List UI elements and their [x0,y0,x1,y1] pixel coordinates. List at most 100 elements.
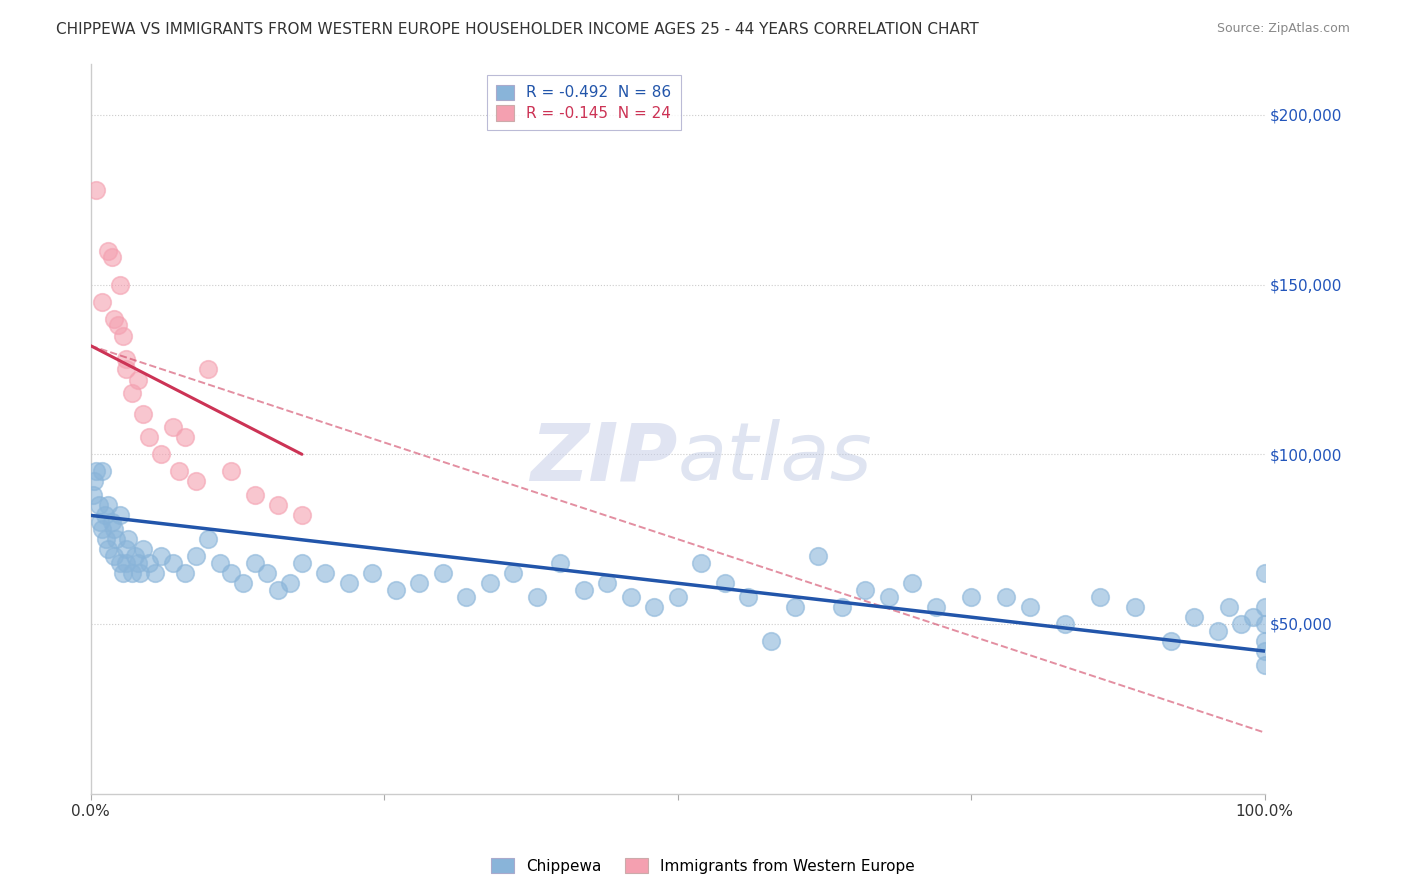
Point [278,576,301,591]
Point [783,599,806,614]
Point [94,532,117,546]
Text: atlas: atlas [678,419,872,497]
Point [1182,610,1205,624]
Point [127,373,149,387]
Point [100,515,122,529]
Point [1230,616,1253,631]
Point [108,508,131,523]
Point [831,599,853,614]
Point [1253,634,1275,648]
Point [267,582,290,597]
Point [596,576,619,591]
Point [82,488,104,502]
Point [197,362,219,376]
Point [995,590,1018,604]
Point [855,582,877,597]
Point [221,464,243,478]
Point [1206,624,1229,638]
Point [1253,616,1275,631]
Point [267,498,290,512]
Point [124,549,146,563]
Point [114,352,136,367]
Point [960,590,983,604]
Point [408,576,430,591]
Point [208,556,231,570]
Point [314,566,336,580]
Point [150,549,173,563]
Text: CHIPPEWA VS IMMIGRANTS FROM WESTERN EUROPE HOUSEHOLDER INCOME AGES 25 - 44 YEARS: CHIPPEWA VS IMMIGRANTS FROM WESTERN EURO… [56,22,979,37]
Point [1241,610,1264,624]
Point [114,556,136,570]
Point [572,582,595,597]
Point [925,599,948,614]
Point [1253,657,1275,672]
Point [132,407,155,421]
Point [87,498,110,512]
Point [243,488,266,502]
Point [167,464,190,478]
Point [761,634,783,648]
Point [129,566,152,580]
Point [221,566,243,580]
Point [105,532,128,546]
Point [291,508,314,523]
Point [385,582,408,597]
Point [901,576,924,591]
Point [103,549,125,563]
Point [162,556,184,570]
Point [456,590,478,604]
Text: ZIP: ZIP [530,419,678,497]
Legend: Chippewa, Immigrants from Western Europe: Chippewa, Immigrants from Western Europe [485,852,921,880]
Point [620,590,643,604]
Point [877,590,900,604]
Text: Source: ZipAtlas.com: Source: ZipAtlas.com [1216,22,1350,36]
Point [108,556,131,570]
Point [150,447,173,461]
Point [100,251,122,265]
Point [186,475,208,489]
Point [337,576,360,591]
Point [232,576,254,591]
Point [548,556,571,570]
Point [114,362,136,376]
Point [432,566,454,580]
Point [97,542,120,557]
Point [1125,599,1147,614]
Point [713,576,735,591]
Point [173,430,195,444]
Point [502,566,524,580]
Point [112,566,135,580]
Point [1218,599,1240,614]
Point [807,549,830,563]
Point [143,566,166,580]
Point [83,475,105,489]
Point [97,244,120,258]
Point [1253,599,1275,614]
Point [737,590,759,604]
Point [162,420,184,434]
Point [93,508,115,523]
Point [117,532,139,546]
Point [666,590,689,604]
Point [1253,644,1275,658]
Point [121,566,143,580]
Point [86,464,108,478]
Point [478,576,501,591]
Point [1053,616,1076,631]
Point [1253,566,1275,580]
Point [138,556,160,570]
Point [127,556,149,570]
Point [138,430,160,444]
Point [112,328,135,343]
Point [256,566,278,580]
Point [103,522,125,536]
Point [103,311,125,326]
Point [108,277,131,292]
Point [186,549,208,563]
Point [643,599,665,614]
Point [526,590,548,604]
Point [107,318,129,333]
Point [121,386,143,401]
Legend: R = -0.492  N = 86, R = -0.145  N = 24: R = -0.492 N = 86, R = -0.145 N = 24 [486,75,681,130]
Point [91,464,114,478]
